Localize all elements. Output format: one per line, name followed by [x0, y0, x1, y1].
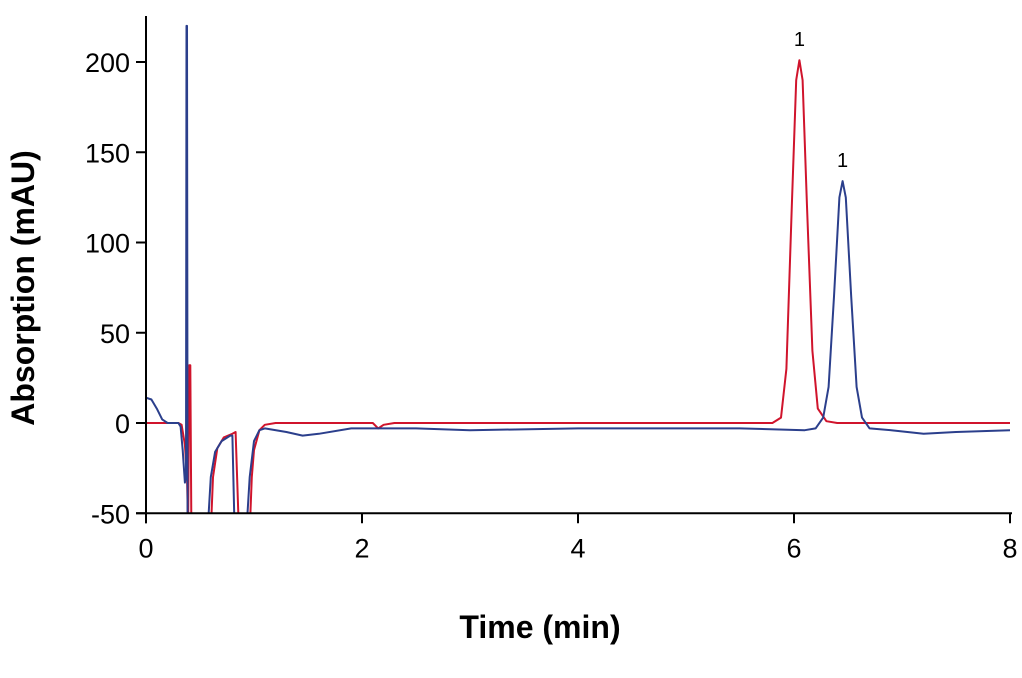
y-axis-title: Absorption (mAU)	[5, 150, 41, 426]
peak-label: 1	[794, 29, 805, 51]
y-tick-label: 150	[85, 138, 130, 168]
x-tick-label: 6	[786, 533, 801, 563]
x-tick-label: 8	[1002, 533, 1017, 563]
y-tick-label: 0	[115, 409, 130, 439]
series-line-2	[146, 24, 1011, 513]
y-tick-label: 100	[85, 229, 130, 259]
peak-label: 1	[837, 150, 848, 172]
peak-labels: 11	[794, 29, 848, 172]
x-tick-label: 4	[570, 533, 585, 563]
y-tick-label: 200	[85, 48, 130, 78]
y-tick-label: -50	[91, 499, 130, 529]
x-axis-title: Time (min)	[459, 609, 620, 645]
x-tick-label: 0	[138, 533, 153, 563]
axes: -50 0 50 100 150 200 0 2 4 6 8	[85, 16, 1018, 563]
series-layer	[146, 24, 1011, 513]
series-line-1	[146, 59, 1010, 513]
y-tick-label: 50	[100, 319, 130, 349]
x-tick-label: 2	[354, 533, 369, 563]
